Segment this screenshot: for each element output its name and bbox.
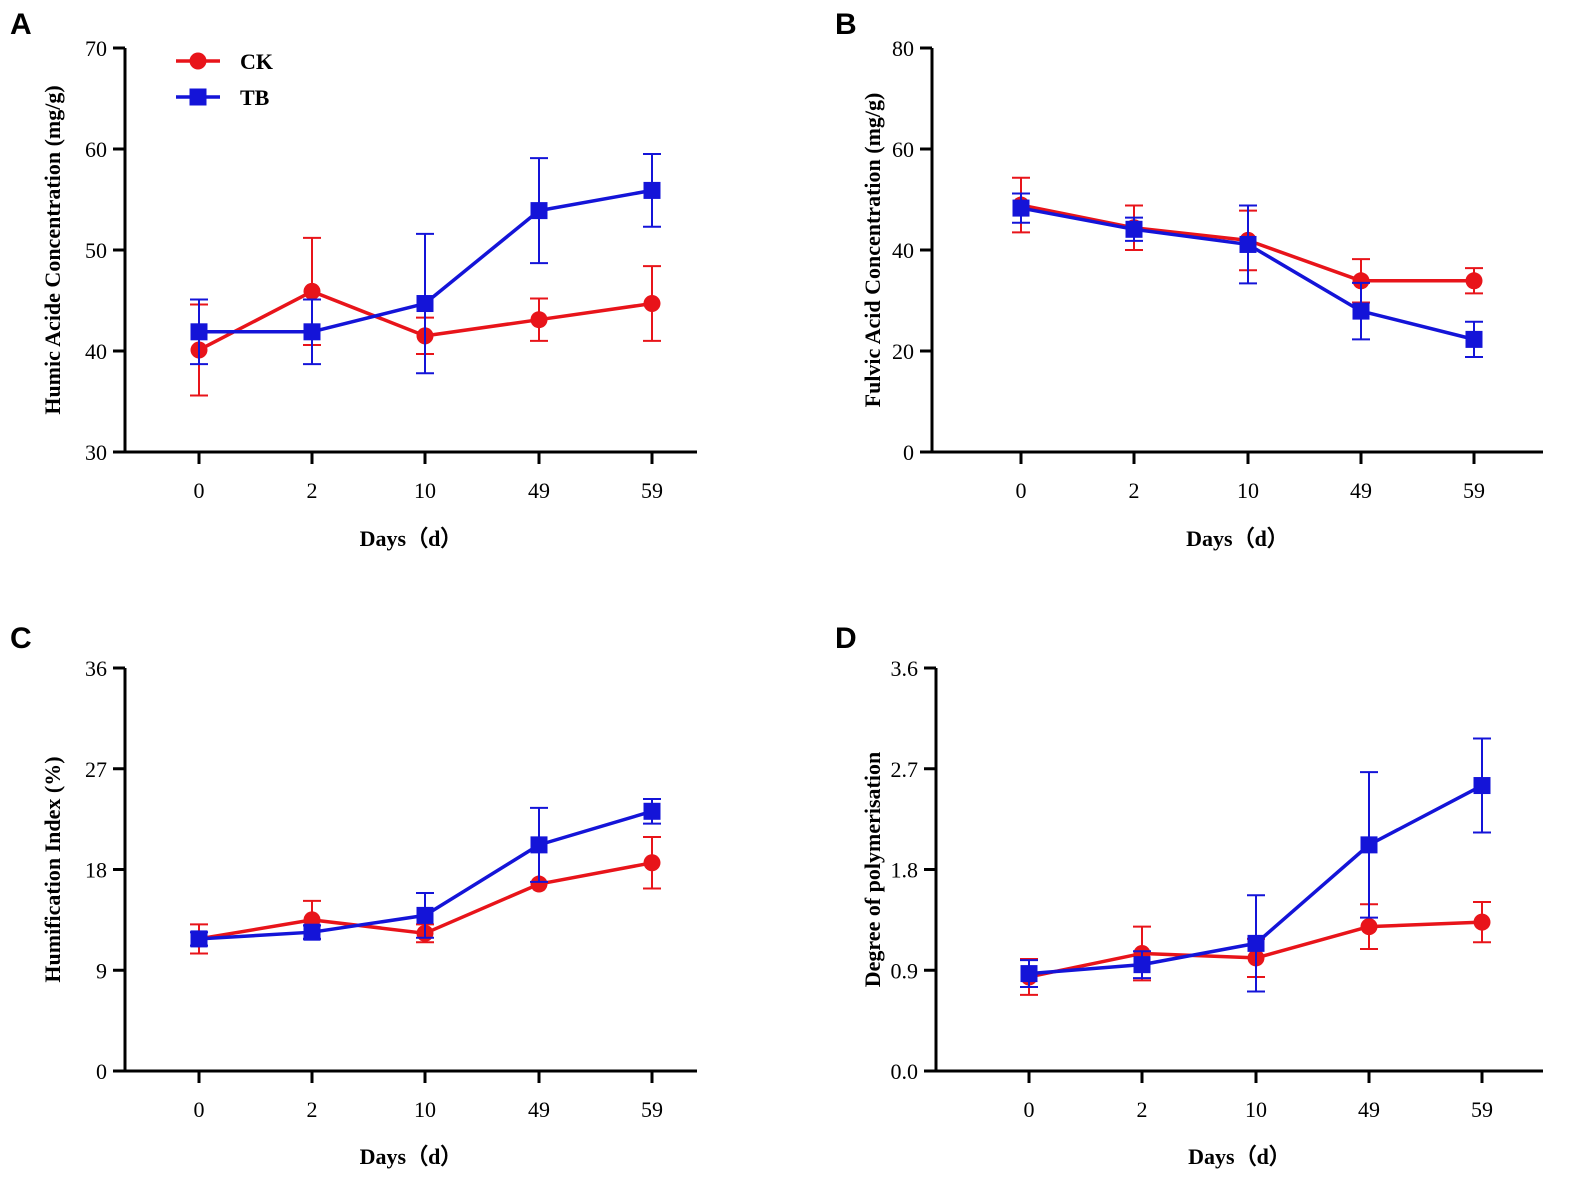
y-tick-label: 40 (85, 339, 107, 364)
x-axis-title: Days（d） (1188, 1144, 1291, 1169)
x-tick-label: 49 (528, 1097, 550, 1122)
panel-letter: B (835, 8, 857, 41)
data-point (1465, 330, 1483, 348)
series-tb (1020, 737, 1491, 993)
panel-letter: C (10, 622, 32, 655)
x-tick-label: 10 (1237, 478, 1259, 503)
data-point (1133, 956, 1151, 974)
data-point (303, 282, 321, 300)
data-point (1352, 272, 1370, 290)
x-tick-label: 10 (414, 478, 436, 503)
y-tick-label: 27 (85, 757, 107, 782)
x-tick-label: 59 (641, 1097, 663, 1122)
data-point (190, 930, 208, 948)
y-tick-label: 40 (892, 238, 914, 263)
legend-item-ck: CK (176, 49, 273, 74)
x-tick-label: 49 (528, 478, 550, 503)
y-tick-label: 9 (96, 958, 107, 983)
data-point (643, 295, 661, 313)
x-tick-label: 49 (1350, 478, 1372, 503)
series-tb (190, 153, 661, 375)
x-tick-label: 2 (1137, 1097, 1148, 1122)
legend-item-tb: TB (176, 85, 270, 110)
y-tick-label: 36 (85, 656, 107, 681)
chart-panel-a: A 30 40 50 60 70 0 2 10 49 59 Days（d） Humic Acide Co… (10, 8, 697, 551)
data-point (1473, 777, 1491, 795)
y-axis-title: Humification Index (%) (40, 756, 65, 982)
data-point (1473, 913, 1491, 931)
x-tick-label: 10 (1245, 1097, 1267, 1122)
y-tick-label: 0 (903, 440, 914, 465)
legend-marker (189, 88, 207, 106)
x-tick-label: 0 (194, 478, 205, 503)
legend: CK TB (176, 49, 273, 110)
x-tick-label: 0 (1024, 1097, 1035, 1122)
y-tick-label: 60 (892, 137, 914, 162)
data-point (1360, 918, 1378, 936)
data-point (303, 923, 321, 941)
data-point (1020, 965, 1038, 983)
data-point (1247, 934, 1265, 952)
x-tick-label: 0 (1016, 478, 1027, 503)
x-axis-title: Days（d） (360, 526, 463, 551)
x-tick-label: 2 (307, 1097, 318, 1122)
data-point (1465, 272, 1483, 290)
series-tb (190, 797, 661, 948)
data-point (643, 802, 661, 820)
y-tick-label: 50 (85, 238, 107, 263)
data-point (1125, 220, 1143, 238)
x-tick-label: 59 (1471, 1097, 1493, 1122)
series-tb (1012, 192, 1483, 359)
data-point (530, 202, 548, 220)
data-point (1352, 302, 1370, 320)
legend-label: TB (240, 85, 270, 110)
y-tick-label: 3.6 (891, 656, 919, 681)
y-axis-title: Humic Acide Concentration (mg/g) (40, 85, 65, 414)
x-tick-label: 2 (1129, 478, 1140, 503)
legend-label: CK (240, 49, 273, 74)
data-point (416, 906, 434, 924)
x-tick-label: 49 (1358, 1097, 1380, 1122)
data-point (643, 181, 661, 199)
data-point (530, 875, 548, 893)
panel-letter: A (10, 8, 32, 41)
x-tick-label: 10 (414, 1097, 436, 1122)
legend-marker (189, 52, 207, 70)
data-point (1360, 836, 1378, 854)
chart-panel-d: D 0.0 0.9 1.8 2.7 3.6 0 2 10 49 59 Days（d） Degree of… (835, 622, 1543, 1169)
data-point (1239, 235, 1257, 253)
y-tick-label: 80 (892, 36, 914, 61)
data-point (1012, 199, 1030, 217)
x-tick-label: 59 (641, 478, 663, 503)
data-point (303, 323, 321, 341)
y-tick-label: 0.0 (891, 1059, 919, 1084)
panel-letter: D (835, 622, 857, 655)
x-tick-label: 0 (194, 1097, 205, 1122)
chart-panel-b: B 0 20 40 60 80 0 2 10 49 59 Days（d） Fulvic Acid Con… (835, 8, 1543, 551)
y-tick-label: 2.7 (891, 757, 919, 782)
x-tick-label: 59 (1463, 478, 1485, 503)
y-tick-label: 70 (85, 36, 107, 61)
data-point (530, 311, 548, 329)
chart-panel-c: C 0 9 18 27 36 0 2 10 49 59 Days（d） Humification Ind… (10, 622, 697, 1169)
data-point (530, 836, 548, 854)
data-point (643, 854, 661, 872)
data-point (190, 323, 208, 341)
x-axis-title: Days（d） (1186, 526, 1289, 551)
y-tick-label: 30 (85, 440, 107, 465)
y-tick-label: 20 (892, 339, 914, 364)
x-axis-title: Days（d） (360, 1144, 463, 1169)
y-tick-label: 0.9 (891, 958, 919, 983)
data-point (416, 295, 434, 313)
y-tick-label: 1.8 (891, 858, 919, 883)
x-tick-label: 2 (307, 478, 318, 503)
y-tick-label: 18 (85, 858, 107, 883)
y-axis-title: Degree of polymerisation (860, 752, 885, 987)
y-axis-title: Fulvic Acid Concentration (mg/g) (860, 93, 885, 408)
y-tick-label: 60 (85, 137, 107, 162)
y-tick-label: 0 (96, 1059, 107, 1084)
